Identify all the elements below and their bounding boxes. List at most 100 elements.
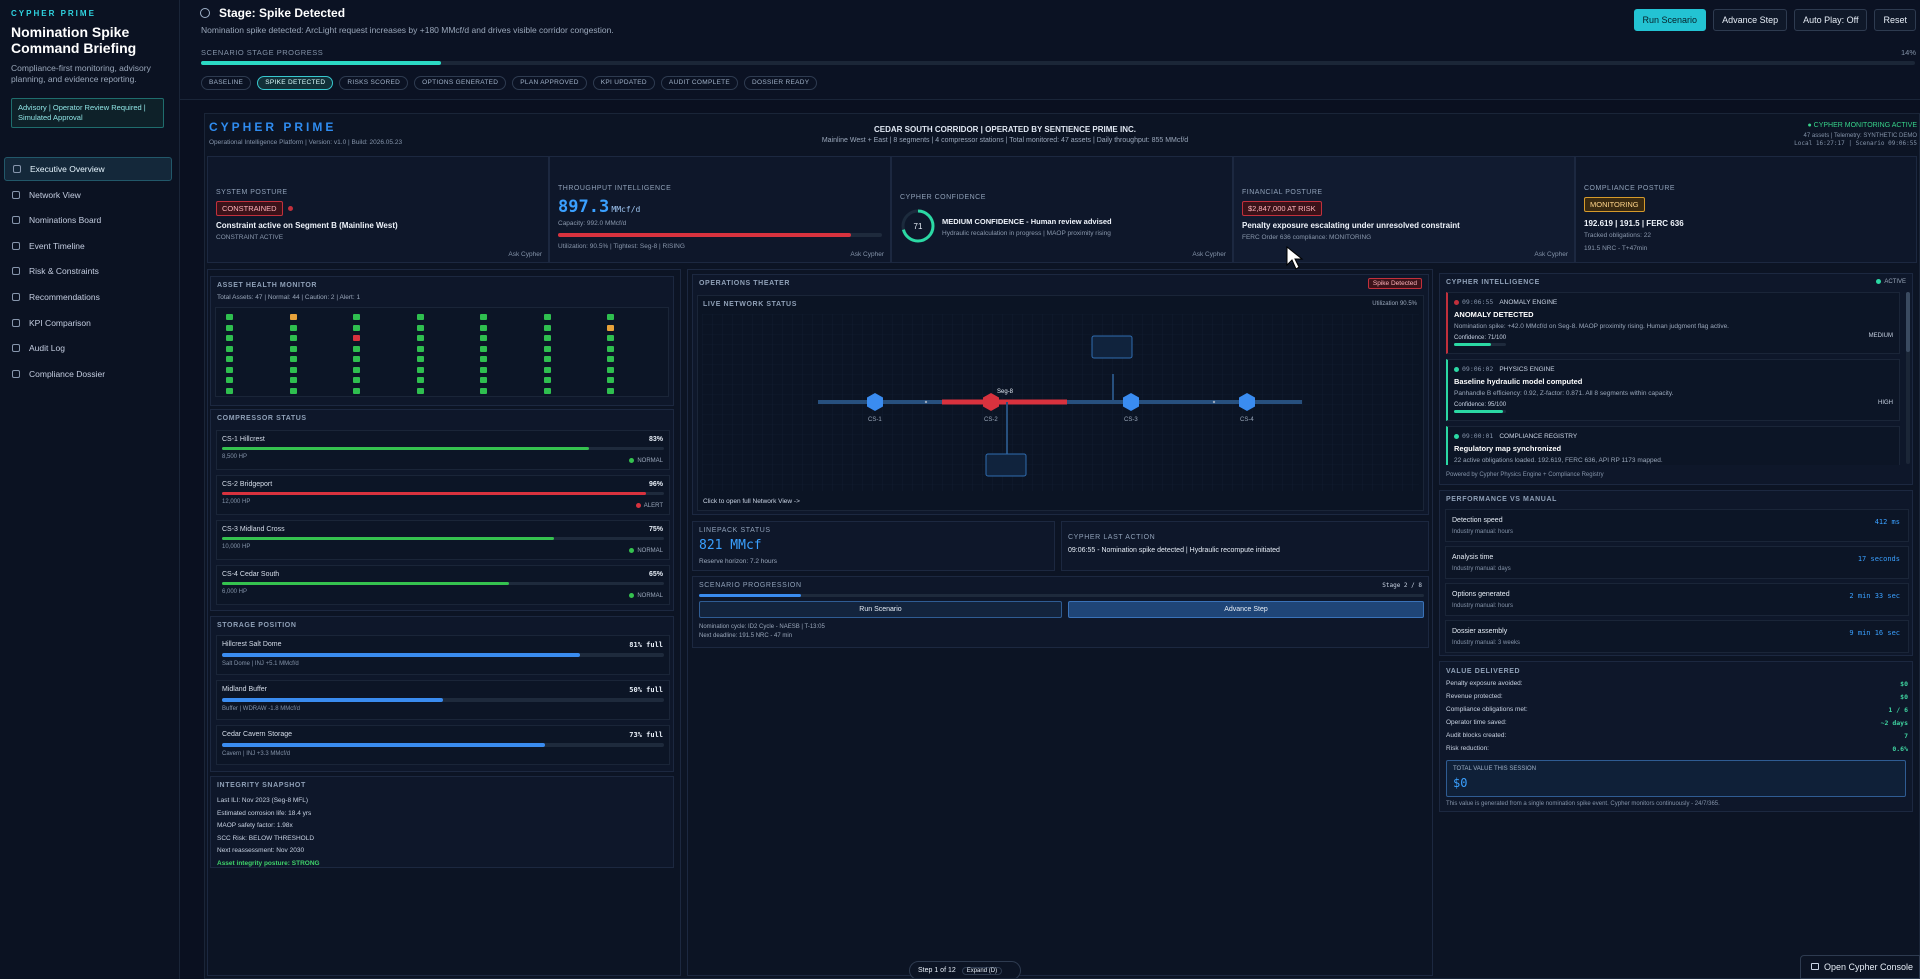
asset-cell[interactable] bbox=[226, 314, 233, 320]
advance-step-button[interactable]: Advance Step bbox=[1068, 601, 1424, 618]
asset-cell[interactable] bbox=[226, 345, 233, 352]
asset-cell[interactable] bbox=[416, 324, 424, 331]
asset-cell[interactable] bbox=[543, 345, 551, 352]
asset-cell[interactable] bbox=[543, 387, 551, 394]
autoplay-button[interactable]: Auto Play: Off bbox=[1794, 9, 1868, 31]
stage-pill[interactable]: KPI UPDATED bbox=[592, 76, 655, 90]
asset-cell[interactable] bbox=[480, 356, 487, 362]
asset-cell[interactable] bbox=[353, 387, 360, 394]
asset-cell[interactable] bbox=[289, 314, 297, 320]
scrollbar-thumb[interactable] bbox=[1906, 292, 1910, 352]
compressor-card[interactable]: CS-3 Midland Cross 75% 10,000 HP NORMAL bbox=[216, 520, 670, 560]
stage-pill[interactable]: BASELINE bbox=[201, 76, 252, 90]
throughput-card[interactable]: THROUGHPUT INTELLIGENCE 897.3 MMcf/d Cap… bbox=[549, 156, 891, 263]
sidebar-item[interactable]: Compliance Dossier bbox=[4, 362, 172, 386]
asset-cell[interactable] bbox=[226, 324, 233, 331]
asset-cell[interactable] bbox=[289, 377, 297, 383]
asset-cell[interactable] bbox=[353, 356, 360, 362]
sidebar-item[interactable]: KPI Comparison bbox=[4, 311, 172, 335]
asset-cell[interactable] bbox=[353, 314, 360, 320]
asset-cell[interactable] bbox=[607, 377, 614, 383]
storage-card[interactable]: Midland Buffer 50% full Buffer | WDRAW -1.… bbox=[216, 680, 670, 720]
asset-cell[interactable] bbox=[543, 314, 551, 320]
asset-cell[interactable] bbox=[289, 335, 297, 341]
asset-cell[interactable] bbox=[607, 314, 614, 320]
asset-cell[interactable] bbox=[480, 377, 487, 383]
asset-cell[interactable] bbox=[353, 324, 360, 331]
stage-pill[interactable]: AUDIT COMPLETE bbox=[660, 76, 739, 90]
asset-cell[interactable] bbox=[353, 366, 360, 373]
asset-cell[interactable] bbox=[480, 345, 487, 352]
asset-cell[interactable] bbox=[607, 345, 614, 352]
intel-card[interactable]: 09:00:01 COMPLIANCE REGISTRY Regulatory ma… bbox=[1446, 426, 1900, 465]
confidence-card[interactable]: CYPHER CONFIDENCE 71 MEDIUM CONFIDENCE -… bbox=[891, 156, 1233, 263]
run-scenario-button[interactable]: Run Scenario bbox=[1633, 9, 1707, 31]
expand-button[interactable]: Expand (D) bbox=[961, 967, 1003, 975]
asset-cell[interactable] bbox=[543, 324, 551, 331]
asset-cell[interactable] bbox=[607, 324, 614, 331]
compressor-card[interactable]: CS-2 Bridgeport 96% 12,000 HP ALERT bbox=[216, 475, 670, 515]
sidebar-item[interactable]: Event Timeline bbox=[4, 234, 172, 258]
asset-cell[interactable] bbox=[607, 387, 614, 394]
asset-cell[interactable] bbox=[543, 366, 551, 373]
asset-cell[interactable] bbox=[416, 314, 424, 320]
asset-cell[interactable] bbox=[416, 377, 424, 383]
ask-cypher-link[interactable]: Ask Cypher bbox=[850, 251, 884, 258]
asset-cell[interactable] bbox=[226, 387, 233, 394]
stage-pill[interactable]: SPIKE DETECTED bbox=[257, 76, 334, 90]
asset-cell[interactable] bbox=[607, 335, 614, 341]
asset-cell[interactable] bbox=[480, 366, 487, 373]
asset-cell[interactable] bbox=[289, 324, 297, 331]
ask-cypher-link[interactable]: Ask Cypher bbox=[508, 251, 542, 258]
stage-pill[interactable]: PLAN APPROVED bbox=[512, 76, 587, 90]
asset-cell[interactable] bbox=[289, 366, 297, 373]
reset-button[interactable]: Reset bbox=[1874, 9, 1916, 31]
asset-cell[interactable] bbox=[226, 356, 233, 362]
sidebar-item[interactable]: Risk & Constraints bbox=[4, 259, 172, 283]
sidebar-item[interactable]: Nominations Board bbox=[4, 208, 172, 232]
asset-cell[interactable] bbox=[480, 335, 487, 341]
asset-cell[interactable] bbox=[226, 335, 233, 341]
advance-step-button[interactable]: Advance Step bbox=[1713, 9, 1788, 31]
storage-card[interactable]: Cedar Cavern Storage 73% full Cavern | INJ… bbox=[216, 725, 670, 765]
asset-cell[interactable] bbox=[416, 387, 424, 394]
asset-cell[interactable] bbox=[416, 335, 424, 341]
storage-card[interactable]: Hillcrest Salt Dome 81% full Salt Dome | I… bbox=[216, 635, 670, 675]
compressor-card[interactable]: CS-4 Cedar South 65% 6,000 HP NORMAL bbox=[216, 565, 670, 605]
asset-cell[interactable] bbox=[416, 345, 424, 352]
sidebar-item[interactable]: Executive Overview bbox=[4, 157, 172, 181]
open-console-button[interactable]: Open Cypher Console bbox=[1800, 955, 1920, 979]
asset-cell[interactable] bbox=[543, 335, 551, 341]
asset-cell[interactable] bbox=[289, 345, 297, 352]
intel-scrollbar[interactable] bbox=[1906, 292, 1910, 464]
stage-pill[interactable]: RISKS SCORED bbox=[339, 76, 409, 90]
ask-cypher-link[interactable]: Ask Cypher bbox=[1192, 251, 1226, 258]
run-scenario-button[interactable]: Run Scenario bbox=[699, 601, 1062, 618]
system-posture-card[interactable]: SYSTEM POSTURE CONSTRAINED Constraint ac… bbox=[207, 156, 549, 263]
stage-pill[interactable]: DOSSIER READY bbox=[744, 76, 818, 90]
sidebar-item[interactable]: Recommendations bbox=[4, 285, 172, 309]
asset-cell[interactable] bbox=[289, 387, 297, 394]
asset-cell[interactable] bbox=[353, 345, 360, 352]
asset-cell[interactable] bbox=[543, 356, 551, 362]
intel-card[interactable]: 09:06:02 PHYSICS ENGINE Baseline hydraulic… bbox=[1446, 359, 1900, 421]
asset-cell[interactable] bbox=[353, 335, 360, 341]
asset-cell[interactable] bbox=[226, 366, 233, 373]
asset-cell[interactable] bbox=[416, 356, 424, 362]
asset-cell[interactable] bbox=[353, 377, 360, 383]
compressor-card[interactable]: CS-1 Hillcrest 83% 8,500 HP NORMAL bbox=[216, 430, 670, 470]
asset-cell[interactable] bbox=[226, 377, 233, 383]
financial-card[interactable]: FINANCIAL POSTURE $2,847,000 AT RISK Pen… bbox=[1233, 156, 1575, 263]
ask-cypher-link[interactable]: Ask Cypher bbox=[1534, 251, 1568, 258]
asset-cell[interactable] bbox=[480, 314, 487, 320]
open-network-view-link[interactable]: Click to open full Network View -> bbox=[703, 498, 800, 505]
intel-card[interactable]: 09:06:55 ANOMALY ENGINE ANOMALY DETECTED No… bbox=[1446, 292, 1900, 354]
asset-cell[interactable] bbox=[543, 377, 551, 383]
asset-cell[interactable] bbox=[416, 366, 424, 373]
compliance-card[interactable]: COMPLIANCE POSTURE MONITORING 192.619 | … bbox=[1575, 156, 1917, 263]
stage-pill[interactable]: OPTIONS GENERATED bbox=[414, 76, 507, 90]
sidebar-item[interactable]: Network View bbox=[4, 183, 172, 207]
asset-cell[interactable] bbox=[607, 366, 614, 373]
asset-cell[interactable] bbox=[607, 356, 614, 362]
network-map[interactable]: LIVE NETWORK STATUS Utilization 90.5% bbox=[697, 295, 1424, 511]
